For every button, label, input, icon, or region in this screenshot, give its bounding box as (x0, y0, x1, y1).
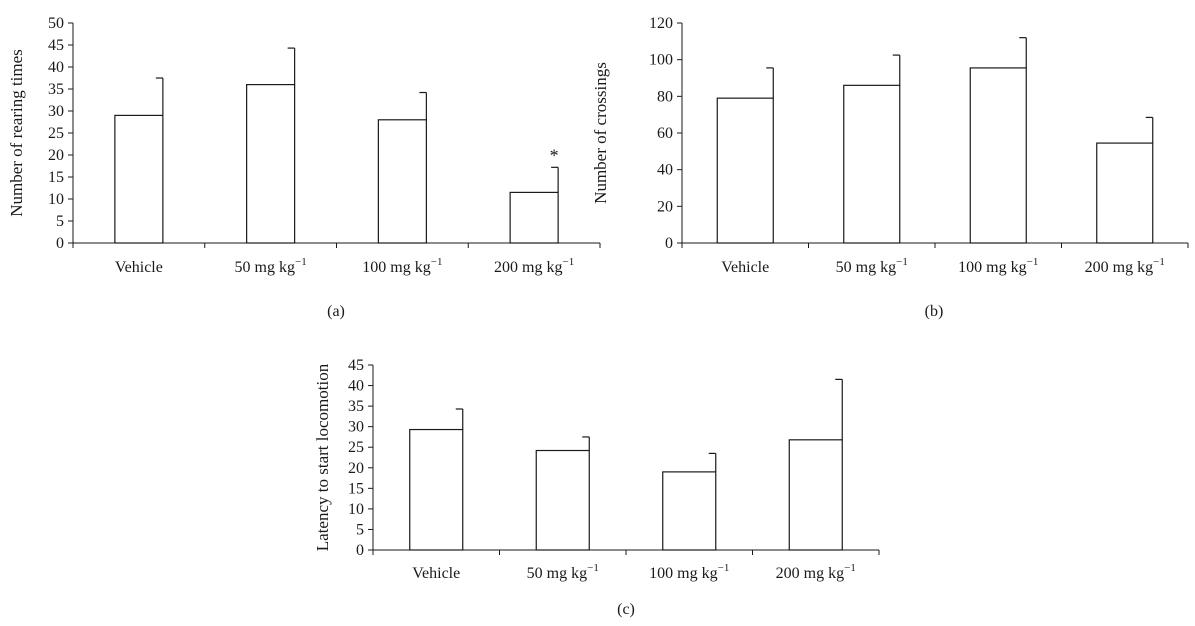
y-tick-label: 20 (348, 460, 364, 477)
y-tick-label: 50 (48, 15, 64, 32)
x-category-label: 100 mg kg−1 (958, 256, 1038, 276)
bar (114, 114, 164, 244)
bar (662, 471, 717, 551)
bar (969, 67, 1027, 244)
y-tick-label: 40 (348, 378, 364, 395)
bar (1096, 142, 1154, 244)
y-tick-label: 45 (48, 37, 64, 54)
x-category-label: 200 mg kg−1 (494, 256, 574, 276)
y-tick-label: 45 (348, 357, 364, 374)
y-tick-label: 20 (48, 147, 64, 164)
y-tick-label: 5 (356, 521, 364, 538)
y-tick-label: 5 (56, 213, 64, 230)
x-category-label: 50 mg kg−1 (527, 562, 599, 582)
y-tick-label: 35 (48, 81, 64, 98)
x-category-label: 200 mg kg−1 (776, 562, 856, 582)
x-category-label: 200 mg kg−1 (1085, 256, 1165, 276)
significance-annotation: * (550, 145, 559, 165)
y-tick-label: 10 (48, 191, 64, 208)
bar (788, 439, 843, 551)
bar (246, 83, 296, 244)
y-axis-title: Number of crossings (591, 62, 610, 204)
y-tick-label: 60 (657, 125, 673, 142)
panel-label: (a) (327, 303, 345, 320)
panel-label: (c) (617, 601, 635, 618)
y-tick-label: 40 (657, 162, 673, 179)
x-category-label: 100 mg kg−1 (362, 256, 442, 276)
y-tick-label: 100 (649, 52, 673, 69)
y-tick-label: 30 (348, 419, 364, 436)
y-tick-label: 35 (348, 398, 364, 415)
y-tick-label: 0 (356, 542, 364, 559)
x-category-label: 50 mg kg−1 (836, 256, 908, 276)
panel-b: 0 20 40 60 80 100 120 Vehicle 50 mg kg−1 100 mg k… (591, 15, 1189, 320)
y-tick-label: 15 (348, 480, 364, 497)
x-category-label: 50 mg kg−1 (235, 256, 307, 276)
y-tick-label: 25 (348, 439, 364, 456)
x-category-label: Vehicle (115, 259, 163, 276)
bar (509, 191, 559, 244)
bar (377, 119, 427, 244)
y-tick-label: 20 (657, 198, 673, 215)
x-category-label: Vehicle (412, 565, 460, 582)
x-category-label: 100 mg kg−1 (649, 562, 729, 582)
y-tick-label: 10 (348, 501, 364, 518)
y-tick-label: 30 (48, 103, 64, 120)
y-tick-label: 0 (56, 235, 64, 252)
bar (409, 428, 464, 551)
y-tick-label: 0 (665, 235, 673, 252)
y-tick-label: 15 (48, 169, 64, 186)
panel-a: 0 5 10 15 20 25 30 35 40 45 50 Vehicle 50 mg kg−1 100… (7, 15, 601, 320)
bar (843, 84, 901, 244)
y-tick-label: 80 (657, 88, 673, 105)
y-tick-label: 25 (48, 125, 64, 142)
panel-label: (b) (925, 303, 944, 320)
bar (535, 449, 590, 551)
y-tick-label: 40 (48, 59, 64, 76)
panel-c: 0 5 10 15 20 25 30 35 40 45 Vehicle 50 mg kg−1 100 m… (313, 357, 880, 618)
y-axis-title: Latency to start locomotion (313, 363, 332, 551)
x-category-label: Vehicle (721, 259, 769, 276)
y-tick-label: 120 (649, 15, 673, 32)
y-axis-title: Number of rearing times (7, 49, 26, 217)
bar (716, 97, 774, 244)
